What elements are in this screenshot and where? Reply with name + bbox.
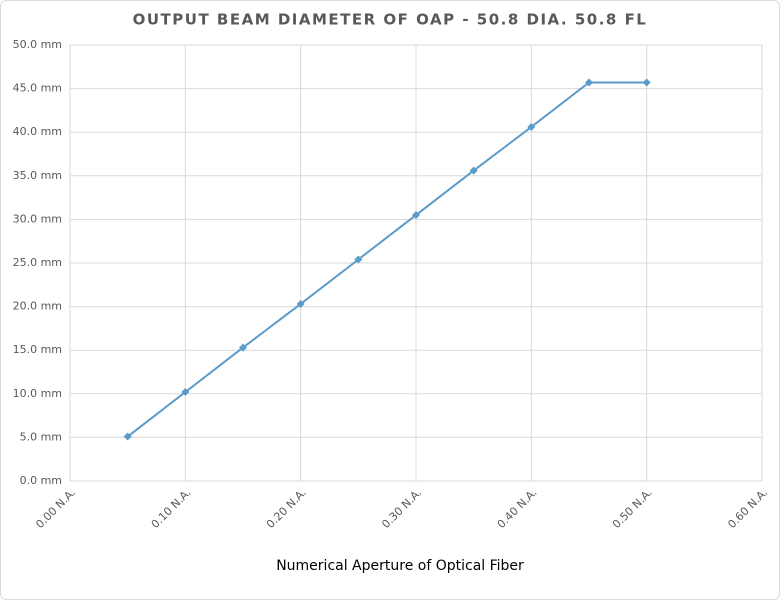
data-marker: [296, 299, 305, 308]
y-tick-label: 50.0 mm: [13, 38, 62, 51]
data-marker: [239, 343, 247, 352]
data-marker: [412, 211, 420, 220]
y-tick-label: 40.0 mm: [13, 125, 62, 138]
y-tick-label: 10.0 mm: [13, 387, 62, 400]
y-tick-label: 15.0 mm: [13, 343, 62, 356]
data-marker: [123, 432, 132, 441]
y-tick-label: 35.0 mm: [13, 169, 62, 182]
data-marker: [527, 122, 536, 131]
y-tick-label: 30.0 mm: [13, 212, 62, 225]
data-marker: [642, 78, 651, 87]
x-axis-label: Numerical Aperture of Optical Fiber: [276, 558, 524, 574]
y-tick-label: 20.0 mm: [13, 300, 62, 313]
data-marker: [354, 255, 363, 264]
y-tick-label: 45.0 mm: [13, 82, 62, 95]
y-tick-label: 0.0 mm: [20, 474, 62, 487]
y-tick-label: 25.0 mm: [13, 256, 62, 269]
y-tick-label: 5.0 mm: [20, 430, 62, 443]
data-marker: [181, 388, 190, 397]
chart-title: OUTPUT BEAM DIAMETER OF OAP - 50.8 DIA. …: [133, 11, 648, 29]
data-marker: [585, 78, 593, 87]
data-line: [127, 81, 647, 438]
data-marker: [469, 166, 478, 175]
